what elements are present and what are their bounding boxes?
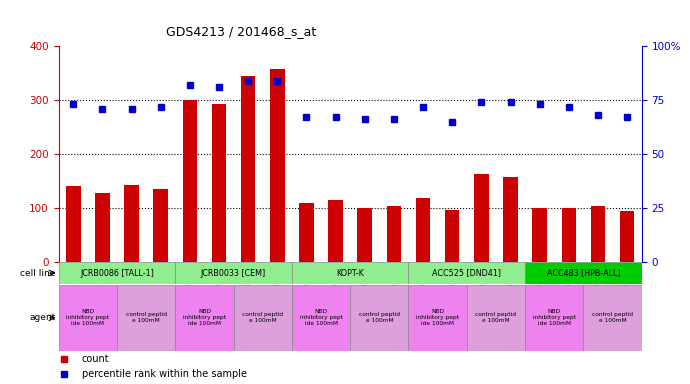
Bar [416,198,431,262]
Bar [299,202,314,262]
Text: ACC483 [HPB-ALL]: ACC483 [HPB-ALL] [546,268,620,278]
Bar [562,208,576,262]
Text: NBD
inhibitory pept
ide 100mM: NBD inhibitory pept ide 100mM [66,310,109,326]
Text: NBD
inhibitory pept
ide 100mM: NBD inhibitory pept ide 100mM [533,310,575,326]
Bar [292,285,351,351]
Text: control peptid
e 100mM: control peptid e 100mM [242,312,283,323]
Bar [59,262,175,284]
Bar [124,185,139,262]
Bar [533,208,547,262]
Text: KOPT-K: KOPT-K [336,268,364,278]
Bar [408,262,525,284]
Bar [525,262,642,284]
Bar [620,211,634,262]
Text: JCRB0086 [TALL-1]: JCRB0086 [TALL-1] [80,268,154,278]
Bar [233,285,292,351]
Bar [59,285,117,351]
Text: count: count [82,354,110,364]
Bar [175,262,292,284]
Text: GDS4213 / 201468_s_at: GDS4213 / 201468_s_at [166,25,317,38]
Bar [445,210,460,262]
Text: control peptid
e 100mM: control peptid e 100mM [475,312,516,323]
Bar [357,208,372,262]
Bar [270,69,284,262]
Bar [241,76,255,262]
Text: NBD
inhibitory pept
ide 100mM: NBD inhibitory pept ide 100mM [183,310,226,326]
Bar [66,186,81,262]
Bar [408,285,466,351]
Bar [183,100,197,262]
Bar [153,189,168,262]
Text: control peptid
e 100mM: control peptid e 100mM [592,312,633,323]
Bar [351,285,408,351]
Bar [117,285,175,351]
Bar [95,193,110,262]
Bar [591,206,605,262]
Text: agent: agent [30,313,56,322]
Bar [525,285,584,351]
Bar [328,200,343,262]
Bar [386,206,401,262]
Text: JCRB0033 [CEM]: JCRB0033 [CEM] [201,268,266,278]
Bar [212,104,226,262]
Text: percentile rank within the sample: percentile rank within the sample [82,369,247,379]
Text: ACC525 [DND41]: ACC525 [DND41] [432,268,501,278]
Bar [474,174,489,262]
Bar [175,285,233,351]
Text: NBD
inhibitory pept
ide 100mM: NBD inhibitory pept ide 100mM [299,310,342,326]
Bar [466,285,525,351]
Text: NBD
inhibitory pept
ide 100mM: NBD inhibitory pept ide 100mM [416,310,459,326]
Text: control peptid
e 100mM: control peptid e 100mM [126,312,166,323]
Bar [503,177,518,262]
Bar [584,285,642,351]
Bar [292,262,408,284]
Text: cell line: cell line [21,268,56,278]
Text: control peptid
e 100mM: control peptid e 100mM [359,312,400,323]
